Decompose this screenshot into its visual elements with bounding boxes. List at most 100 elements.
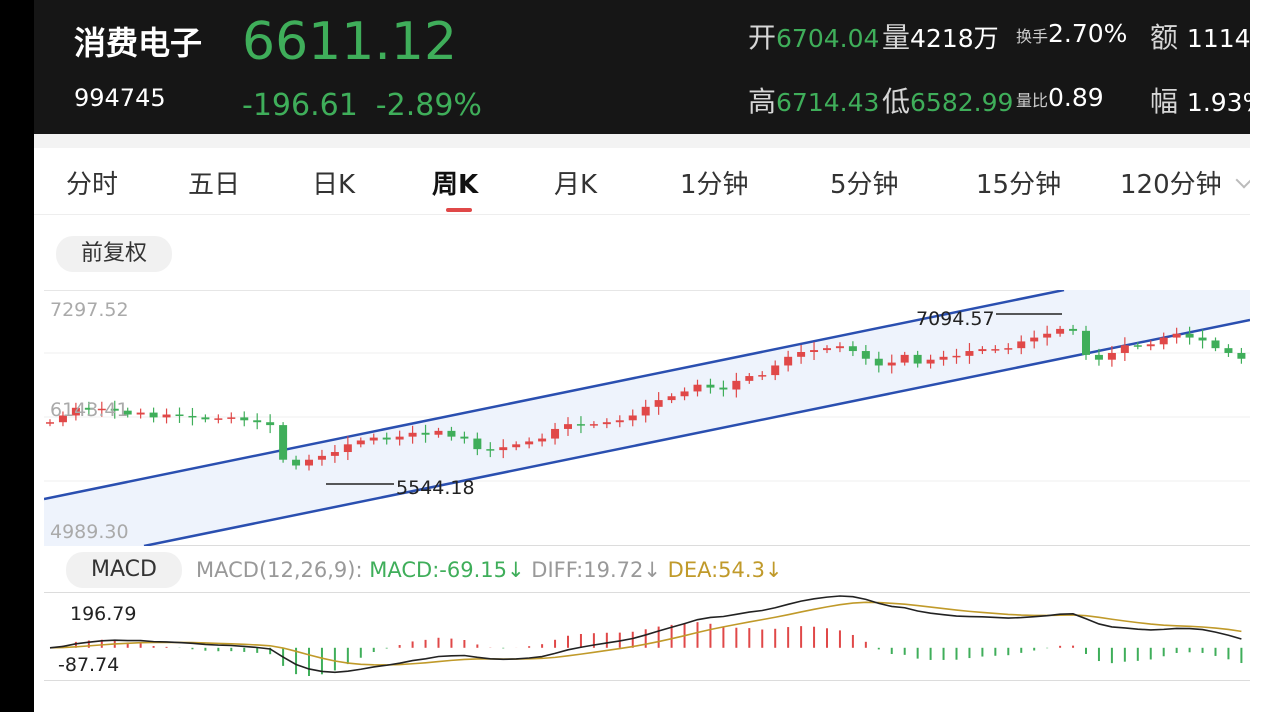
tab-weekly-k[interactable]: 周K [432,170,479,200]
candle-body [965,351,974,356]
amplitude-stat: 幅 1.93% [1150,80,1250,120]
separator [34,134,1250,148]
candle-body [58,415,67,423]
candle-body [240,417,249,421]
candle-body [1017,341,1026,349]
candle-body [330,452,339,456]
low-value: 6582.99 [910,88,1014,117]
candle-body [848,346,857,352]
candle-body [123,410,132,415]
candle-body [978,349,987,352]
tab-120min[interactable]: 120分钟 [1120,170,1222,200]
candle-body [1224,348,1233,353]
candle-body [214,418,223,420]
tab-five-day[interactable]: 五日 [188,170,241,200]
candle-body [719,387,728,390]
candle-body [1056,328,1065,334]
low-stat: 低6582.99 [882,85,1014,118]
period-tabs: 分时 五日 日K 周K 月K 1分钟 5分钟 15分钟 120分钟 [34,148,1253,215]
candle-body [1237,352,1246,359]
candle-body [758,375,767,377]
candle-body [188,415,197,418]
candle-body [654,400,663,407]
candle-body [641,406,650,416]
macd-chart[interactable]: 196.79 -87.74 [44,592,1250,682]
candle-body [810,350,819,353]
macd-selector[interactable]: MACD [66,552,182,588]
high-marker-label: 7094.57 [916,308,995,330]
macd-axis-bottom: -87.74 [58,654,119,676]
candle-body [486,449,495,451]
candle-body [576,424,585,426]
open-stat: 开6704.04 [748,21,880,54]
candle-body [71,407,80,416]
tab-5min[interactable]: 5分钟 [830,170,899,200]
channel-upper-line [44,290,1065,501]
candle-body [667,396,676,401]
candle-body [1185,333,1194,338]
candle-body [1030,337,1039,342]
change-percent: -2.89% [375,88,482,123]
candle-body [602,422,611,425]
open-value: 6704.04 [776,24,880,53]
candle-body [1094,354,1103,360]
candle-body [395,436,404,440]
candle-body [317,455,326,460]
right-margin [1250,0,1280,712]
candle-body [693,384,702,392]
tab-1min[interactable]: 1分钟 [680,170,749,200]
candle-body [434,430,443,435]
candle-body [227,417,236,419]
channel-lower-line [143,318,1250,546]
candle-body [421,432,430,435]
candle-body [1120,345,1129,353]
tab-monthly-k[interactable]: 月K [554,170,598,200]
amount-stat: 额 1114 [1150,21,1250,54]
tab-intraday[interactable]: 分时 [66,170,119,200]
tab-15min[interactable]: 15分钟 [976,170,1062,200]
candle-body [913,354,922,364]
tab-daily-k[interactable]: 日K [312,170,356,200]
candle-body [201,417,210,420]
candle-body [369,437,378,441]
index-name: 消费电子 [74,24,203,62]
adjust-button[interactable]: 前复权 [56,236,172,272]
candle-body [1198,337,1207,341]
candle-body [1133,345,1142,347]
volume-stat: 量4218万 [882,21,999,54]
candle-body [861,351,870,359]
candle-body [887,362,896,366]
high-value: 6714.43 [776,88,880,117]
low-marker-label: 5544.18 [396,477,475,499]
candle-body [84,407,93,410]
dea-value: DEA:54.3↓ [667,558,783,582]
candle-body [499,447,508,451]
candle-body [292,459,301,466]
amount-value: 1114 [1186,24,1250,53]
candle-body [136,412,145,415]
index-code: 994745 [74,84,166,112]
volume-ratio-value: 0.89 [1048,83,1104,112]
price-change: -196.61 -2.89% [242,88,500,123]
candle-body [97,408,106,411]
price-chart[interactable]: 7297.52 6143.41 4989.30 5544.18 7094.57 [44,290,1250,546]
candle-body [797,352,806,357]
axis-label-bottom: 4989.30 [50,521,129,543]
candle-body [1082,330,1090,355]
candle-body [253,420,262,423]
candle-body [512,444,521,448]
candle-body [382,437,391,440]
candle-body [1211,340,1220,349]
candle-body [874,358,883,366]
amplitude-value: 1.93% [1186,88,1250,117]
candle-body [900,354,909,363]
candle-body [175,414,184,417]
candle-body [835,346,844,349]
candle-body [926,359,935,364]
candle-body [408,432,417,437]
high-stat: 高6714.43 [748,85,880,118]
candle-body [680,391,689,397]
candle-body [628,415,637,421]
volume-ratio-stat: 量比0.89 [1016,83,1104,112]
macd-axis-top: 196.79 [70,603,136,625]
